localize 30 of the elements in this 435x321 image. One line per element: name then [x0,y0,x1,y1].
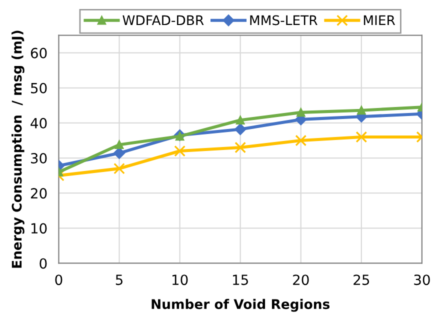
point [295,134,307,146]
point [234,124,246,136]
point [356,131,368,143]
point [236,116,245,124]
point [114,162,125,174]
y-axis-title: Energy Consumption / msg (mJ) [12,30,24,268]
y-tick-label: 30 [31,153,47,164]
x-tick-label: 15 [233,274,248,286]
x-axis-title: Number of Void Regions [152,298,330,312]
point [357,106,366,115]
y-tick-label: 0 [40,258,47,269]
x-tick-label: 0 [55,274,62,286]
point [114,140,124,150]
point [234,142,246,154]
y-tick-label: 60 [30,48,47,58]
x-tick-label: 25 [354,274,370,286]
point [174,145,186,157]
y-tick-label: 40 [30,118,47,128]
legend-label: MIER [364,15,396,26]
x-tick-label: 5 [116,274,122,286]
legend-label: WDFAD-DBR [122,15,204,26]
y-tick-label: 50 [31,82,47,94]
x-tick-label: 20 [293,274,309,286]
y-tick-label: 20 [30,188,47,199]
y-tick-label: 10 [31,223,47,234]
x-tick-label: 30 [414,274,430,286]
point [175,132,184,141]
x-tick-label: 10 [172,274,188,286]
legend-label: MMS-LETR [250,15,318,26]
point [296,108,306,117]
